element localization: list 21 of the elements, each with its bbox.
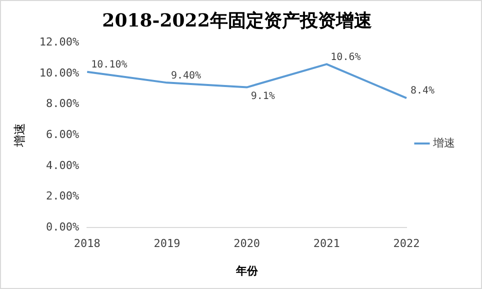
y-tick-label: 4.00% xyxy=(46,158,80,172)
y-tick-label: 6.00% xyxy=(46,128,80,141)
y-tick-label: 2.00% xyxy=(46,190,80,203)
x-tick-label: 2021 xyxy=(313,237,340,250)
y-tick-label: 8.00% xyxy=(46,97,80,110)
x-tick-label: 2018 xyxy=(74,237,100,250)
chart-title: 2018-2022年固定资产投资增速 xyxy=(102,10,372,32)
x-tick-label: 2020 xyxy=(234,237,260,250)
y-tick-label: 12.00% xyxy=(39,35,80,48)
y-axis-title: 增速 xyxy=(12,123,26,148)
data-label: 8.4% xyxy=(410,86,435,97)
x-axis-title: 年份 xyxy=(234,264,259,278)
x-tick-label: 2022 xyxy=(393,237,420,250)
data-label: 10.10% xyxy=(91,59,128,70)
x-tick-label: 2019 xyxy=(154,237,180,250)
y-tick-label: 0.00% xyxy=(46,220,80,234)
y-tick-label: 10.00% xyxy=(39,66,80,80)
legend-label: 增速 xyxy=(432,136,455,150)
data-label: 10.6% xyxy=(330,52,361,63)
data-label: 9.40% xyxy=(170,70,202,82)
data-label: 9.1% xyxy=(250,90,275,102)
